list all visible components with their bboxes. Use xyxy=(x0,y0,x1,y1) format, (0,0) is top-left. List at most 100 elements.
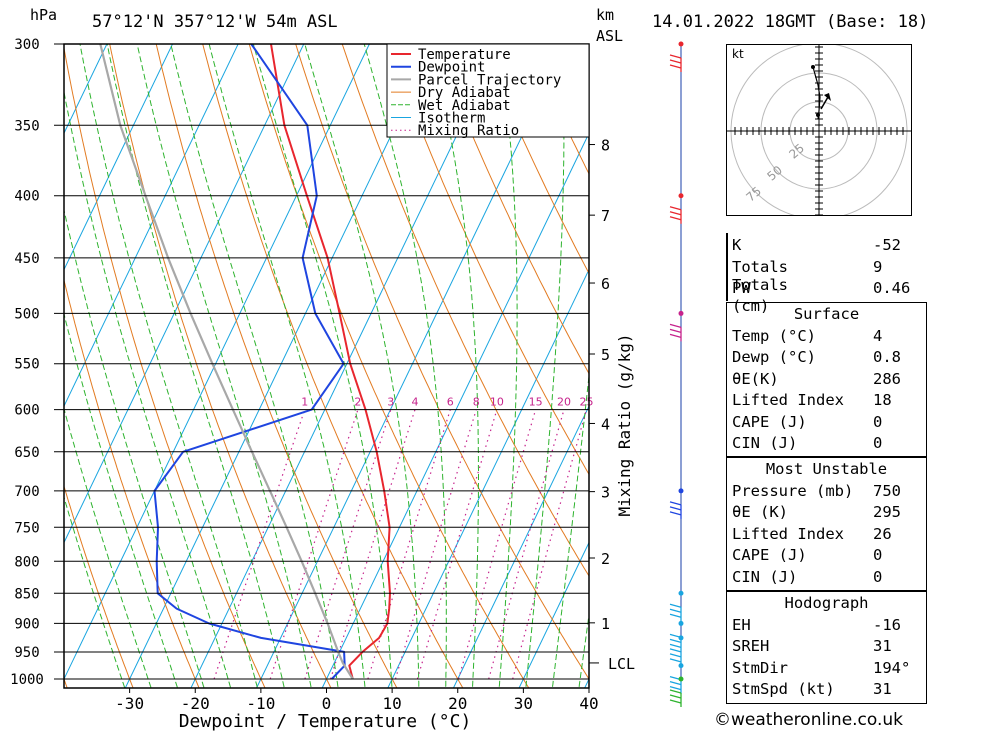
parcel-trajectory-curve xyxy=(99,44,354,680)
temperature-tick-label: 40 xyxy=(579,694,598,713)
hodograph-panel: kt 25 50 75 xyxy=(726,42,912,220)
profile-curves xyxy=(99,44,391,680)
height-axis: 8 7 6 5 4 3 2 1 LCL xyxy=(589,137,635,673)
site-credit[interactable]: ©weatheronline.co.uk xyxy=(714,710,904,730)
temperature-tick-label: 10 xyxy=(382,694,401,713)
wind-barb xyxy=(669,206,682,224)
hodograph-unit: kt xyxy=(732,47,744,61)
pressure-tick-label: 1000 xyxy=(10,672,44,688)
pressure-tick-label: 550 xyxy=(14,357,39,373)
isotherm-line xyxy=(64,44,108,135)
most-unstable-table: Most Unstable Pressure (mb) 750 θE (K) 295… xyxy=(726,457,927,591)
height-tick-label: 8 xyxy=(601,137,610,155)
height-tick-label: 3 xyxy=(601,484,610,502)
x-axis-title: Dewpoint / Temperature (°C) xyxy=(179,711,472,732)
lcl-label: LCL xyxy=(608,655,635,673)
legend-entry: Temperature xyxy=(418,47,511,63)
isotherm-line xyxy=(64,44,239,408)
pressure-tick-label: 900 xyxy=(14,616,39,632)
temperature-tick-label: 20 xyxy=(448,694,467,713)
indices-table: K -52 Totals Totals 9 PW (cm) 0.46 xyxy=(726,233,910,315)
wet-adiabat-line xyxy=(170,44,339,688)
mixing-ratio-label: 20 xyxy=(557,396,571,409)
height-tick-label: 4 xyxy=(601,415,610,433)
isotherm-line xyxy=(518,541,589,688)
storm-motion-arrow xyxy=(820,96,829,110)
pressure-tick-label: 400 xyxy=(14,189,39,205)
pressure-tick-label: 500 xyxy=(14,306,39,322)
wind-level-dot xyxy=(678,310,684,316)
wind-level-dot xyxy=(678,676,684,682)
wind-barb xyxy=(669,689,682,707)
dry-adiabat-line xyxy=(974,0,1000,705)
wind-level-dot xyxy=(678,590,684,596)
pressure-tick-label: 450 xyxy=(14,251,39,267)
isotherm-line xyxy=(64,44,174,271)
forecast-datetime: 14.01.2022 18GMT (Base: 18) xyxy=(652,12,929,32)
height-tick-label: 5 xyxy=(601,346,610,364)
pressure-tick-label: 800 xyxy=(14,554,39,570)
isotherm-line xyxy=(321,132,589,688)
temperature-tick-label: -30 xyxy=(115,694,144,713)
wet-adiabat-line xyxy=(578,611,589,688)
isotherm-line xyxy=(64,44,305,544)
isotherm-line xyxy=(452,404,589,688)
dry-adiabat-line xyxy=(434,44,589,375)
most-unstable-title: Most Unstable xyxy=(765,460,888,478)
wind-level-dot xyxy=(678,663,684,669)
height-tick-label: 6 xyxy=(601,275,610,293)
wet-adiabat-line xyxy=(64,495,126,688)
isotherm-line xyxy=(0,0,88,705)
dry-adiabat-line xyxy=(481,44,589,275)
wind-level-dot xyxy=(678,193,684,199)
legend-entry: Mixing Ratio xyxy=(418,123,519,139)
wind-level-dot xyxy=(678,41,684,47)
wind-barb xyxy=(669,323,682,342)
mixing-ratio-line xyxy=(458,409,537,680)
plot-frame xyxy=(63,43,590,689)
hodograph-stats-table: Hodograph EH -16 SREH 31 StmDir 194° StmSpd… xyxy=(726,591,927,704)
mixing-ratio-label: 2 xyxy=(354,396,361,409)
pressure-tick-label: 350 xyxy=(14,118,39,134)
mixing-ratio-line xyxy=(213,409,306,680)
wet-adiabat-line xyxy=(252,44,393,688)
hodograph-ring-label: 25 xyxy=(786,141,807,162)
hodograph-ring-label: 75 xyxy=(743,184,764,205)
height-tick-label: 1 xyxy=(601,615,610,633)
temperature-tick-label: 0 xyxy=(322,694,332,713)
dry-adiabat-line xyxy=(64,45,266,688)
mixing-ratio-label: 25 xyxy=(579,396,593,409)
dry-adiabat-line xyxy=(930,0,1000,705)
pressure-tick-label: 650 xyxy=(14,445,39,461)
mixing-ratio-line xyxy=(512,409,588,680)
isotherm-line xyxy=(387,268,589,688)
wet-adiabat-line xyxy=(136,44,312,688)
wet-adiabat-line xyxy=(79,44,258,688)
mixing-ratio-label: 10 xyxy=(490,396,504,409)
temperature-tick-label: -20 xyxy=(181,694,210,713)
mixing-ratio-line xyxy=(367,409,451,680)
mixing-ratio-label: 1 xyxy=(301,396,308,409)
asl-unit-label: ASL xyxy=(596,27,624,45)
temperature-tick-label: 30 xyxy=(514,694,533,713)
km-unit-label: km xyxy=(596,6,615,24)
wind-barb xyxy=(669,501,682,519)
legend-entry: Parcel Trajectory xyxy=(418,72,561,88)
wind-profile xyxy=(669,41,684,707)
mixing-ratio-labels: 1 2 3 4 6 8 10 15 20 25 xyxy=(301,396,593,409)
wind-barb xyxy=(669,603,682,622)
pressure-tick-label: 950 xyxy=(14,645,39,661)
legend-entry: Dewpoint xyxy=(418,60,485,76)
mixing-ratio-axis-title: Mixing Ratio (g/kg) xyxy=(615,333,634,516)
temperature-axis: -30 -20 -10 0 10 20 30 40 xyxy=(115,688,599,713)
mixing-ratio-label: 8 xyxy=(473,396,480,409)
wind-barb xyxy=(669,54,682,72)
mixing-ratio-label: 15 xyxy=(529,396,543,409)
hodograph-ring-label: 50 xyxy=(764,163,785,184)
pressure-tick-label: 700 xyxy=(14,484,39,500)
wind-barb xyxy=(669,633,682,652)
pressure-unit-label: hPa xyxy=(30,6,58,24)
station-location: 57°12'N 357°12'W 54m ASL xyxy=(92,12,338,32)
